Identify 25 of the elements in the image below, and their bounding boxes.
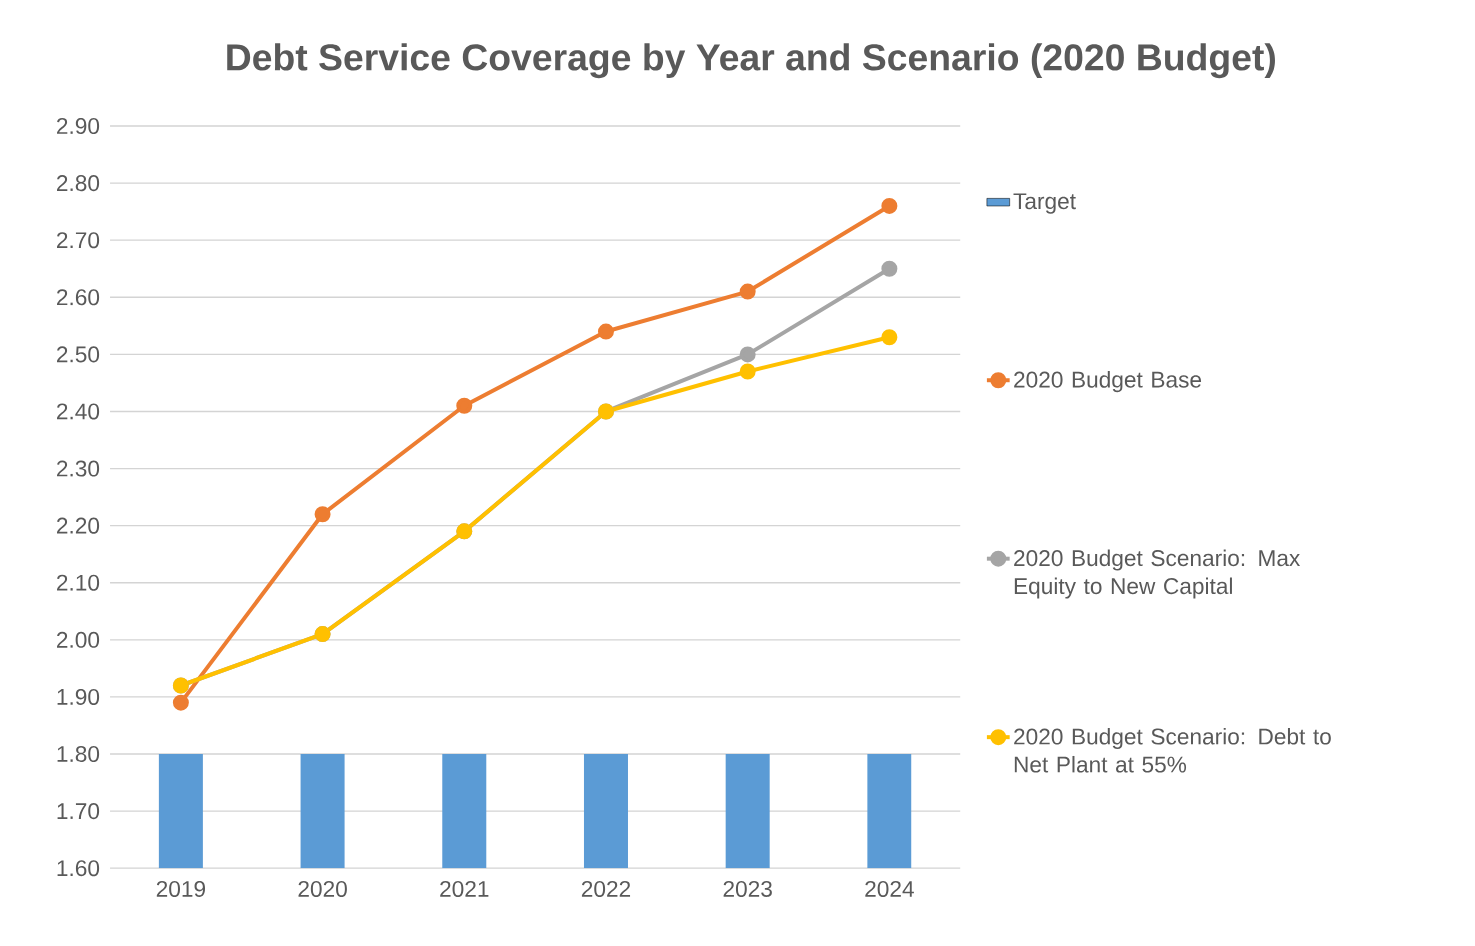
y-tick-label: 1.80 bbox=[57, 745, 100, 762]
x-tick-label: 2021 bbox=[440, 880, 489, 897]
x-tick-label: 2022 bbox=[581, 880, 631, 897]
y-tick-label: 2.30 bbox=[57, 460, 100, 477]
x-tick-label: 2019 bbox=[156, 880, 206, 897]
y-tick-label: 1.60 bbox=[57, 860, 100, 877]
y-tick-label: 1.70 bbox=[57, 802, 100, 820]
x-tick-label: 2024 bbox=[865, 880, 914, 897]
y-tick-label: 2.60 bbox=[57, 289, 100, 306]
y-tick-label: 2.00 bbox=[57, 631, 100, 648]
chart-title: Debt Service Coverage by Year and Scenario (2020 Budget) bbox=[227, 43, 1275, 79]
legend-label: 2020 Budget Scenario: Max Equity to New Capital bbox=[1014, 549, 1301, 599]
y-tick-label: 2.40 bbox=[57, 403, 100, 420]
y-tick-label: 2.10 bbox=[57, 574, 100, 591]
legend-label: 2020 Budget Base bbox=[1014, 370, 1202, 393]
legend-label: Target bbox=[1013, 193, 1076, 214]
y-tick-label: 2.80 bbox=[57, 174, 100, 192]
y-tick-label: 2.20 bbox=[57, 517, 100, 534]
x-tick-label: 2020 bbox=[298, 880, 347, 897]
y-tick-label: 2.70 bbox=[57, 232, 100, 249]
x-tick-label: 2023 bbox=[723, 880, 772, 897]
y-tick-label: 2.50 bbox=[57, 346, 100, 363]
legend-label: 2020 Budget Scenario: Debt to Net Plant at 55% bbox=[1014, 727, 1331, 773]
y-tick-label: 1.90 bbox=[57, 688, 100, 705]
y-tick-label: 2.90 bbox=[57, 117, 100, 134]
